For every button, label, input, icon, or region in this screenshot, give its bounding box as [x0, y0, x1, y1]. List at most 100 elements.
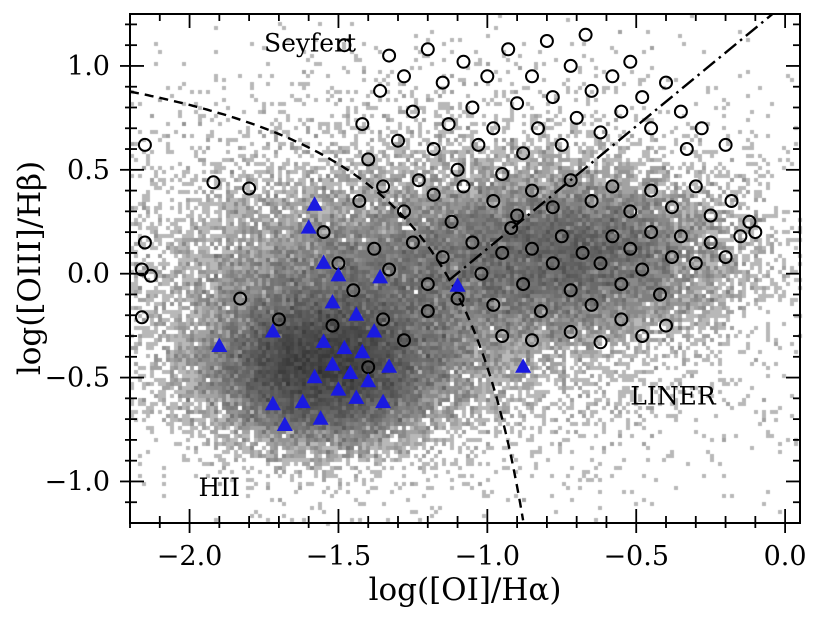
- data-point-triangle: [306, 368, 323, 384]
- data-point-circle: [525, 183, 539, 198]
- data-point-circle: [441, 117, 456, 132]
- data-point-circle: [271, 312, 286, 327]
- data-point-circle: [516, 277, 531, 292]
- data-point-circle: [614, 104, 629, 119]
- data-point-circle: [444, 214, 459, 229]
- data-point-circle: [659, 318, 673, 333]
- data-point-circle: [718, 137, 733, 152]
- data-point-circle: [539, 34, 554, 48]
- x-tick-label: −0.5: [603, 541, 669, 572]
- data-point-circle: [480, 69, 495, 84]
- data-point-circle: [533, 304, 548, 319]
- data-point-circle: [742, 214, 757, 229]
- data-point-circle: [635, 262, 650, 277]
- data-point-circle: [673, 229, 688, 244]
- data-point-circle: [593, 125, 608, 140]
- boundary-lines-group: [130, 14, 774, 521]
- data-point-circle: [605, 179, 620, 194]
- data-point-circle: [361, 360, 376, 375]
- x-tick-label: −2.0: [157, 541, 223, 572]
- data-point-circle: [361, 152, 376, 167]
- y-tick-label: 0.5: [67, 155, 110, 186]
- data-point-circle: [465, 235, 480, 250]
- data-point-circle: [486, 121, 501, 136]
- data-point-circle: [367, 241, 382, 256]
- data-point-circle: [578, 27, 593, 42]
- data-point-circle: [325, 318, 340, 333]
- data-point-circle: [471, 137, 486, 152]
- data-point-circle: [495, 167, 510, 181]
- x-tick-label: 0.0: [764, 541, 807, 572]
- data-point-circle: [563, 173, 578, 188]
- data-point-circle: [456, 179, 471, 194]
- data-point-triangle: [276, 416, 293, 431]
- data-point-circle: [206, 175, 221, 190]
- data-point-circle: [554, 137, 569, 152]
- data-point-circle: [605, 69, 620, 84]
- data-point-circle: [614, 312, 629, 327]
- data-points-group: [134, 27, 763, 431]
- data-point-circle: [516, 146, 531, 161]
- data-point-circle: [242, 181, 257, 196]
- data-point-triangle: [315, 333, 332, 348]
- data-point-circle: [435, 250, 450, 265]
- data-point-circle: [545, 200, 560, 215]
- data-point-circle: [623, 241, 638, 256]
- data-point-circle: [635, 329, 650, 343]
- data-point-circle: [450, 291, 465, 306]
- data-point-circle: [563, 324, 578, 339]
- data-point-triangle: [330, 267, 347, 282]
- data-point-circle: [635, 90, 650, 105]
- y-tick-label: 1.0: [67, 51, 110, 82]
- data-point-circle: [504, 221, 519, 235]
- data-point-circle: [593, 256, 608, 271]
- data-point-circle: [644, 121, 659, 136]
- data-point-triangle: [372, 269, 389, 284]
- data-point-circle: [420, 277, 435, 292]
- data-point-triangle: [324, 294, 341, 309]
- data-point-circle: [575, 245, 590, 260]
- data-point-circle: [233, 291, 248, 306]
- data-point-circle: [352, 194, 367, 208]
- data-point-triangle: [336, 339, 353, 355]
- y-tick-label: −1.0: [44, 466, 110, 497]
- data-point-triangle: [315, 254, 332, 269]
- data-point-circle: [376, 312, 391, 327]
- data-point-triangle: [306, 196, 323, 211]
- seyfert-liner-division-dashdot-line: [447, 14, 774, 282]
- data-point-circle: [733, 229, 748, 244]
- data-point-circle: [525, 333, 539, 348]
- data-point-triangle: [381, 358, 398, 373]
- region-label: Seyfert: [264, 28, 356, 57]
- data-point-circle: [665, 200, 679, 215]
- data-point-triangle: [312, 410, 329, 425]
- data-point-circle: [382, 48, 397, 63]
- data-point-circle: [679, 142, 694, 156]
- data-point-triangle: [264, 323, 281, 338]
- data-point-circle: [525, 69, 539, 84]
- data-point-circle: [465, 100, 480, 115]
- data-point-circle: [644, 183, 659, 198]
- y-tick-label: 0.0: [67, 259, 110, 290]
- data-point-triangle: [330, 381, 347, 396]
- extreme-starburst-line-dashed-line: [130, 90, 525, 521]
- data-point-circle: [376, 179, 391, 194]
- data-point-circle: [748, 225, 763, 240]
- data-point-circle: [501, 42, 516, 57]
- axes-group: −2.0 −1.5 −1.0 −0.5 0.0 1.0 0.5 0.0 −0.5 −1.0: [44, 14, 807, 572]
- data-point-circle: [450, 162, 465, 177]
- data-point-circle: [510, 96, 525, 111]
- data-point-circle: [397, 69, 411, 84]
- data-point-circle: [134, 310, 149, 325]
- data-point-triangle: [211, 337, 228, 352]
- data-point-circle: [584, 297, 599, 312]
- data-point-circle: [584, 194, 599, 208]
- data-point-circle: [718, 250, 733, 265]
- data-point-circle: [623, 204, 638, 219]
- data-point-circle: [563, 58, 578, 73]
- data-point-triangle: [449, 277, 466, 292]
- data-point-circle: [486, 297, 501, 312]
- data-point-circle: [137, 137, 152, 152]
- data-point-circle: [545, 90, 560, 105]
- region-label: LINER: [630, 382, 717, 411]
